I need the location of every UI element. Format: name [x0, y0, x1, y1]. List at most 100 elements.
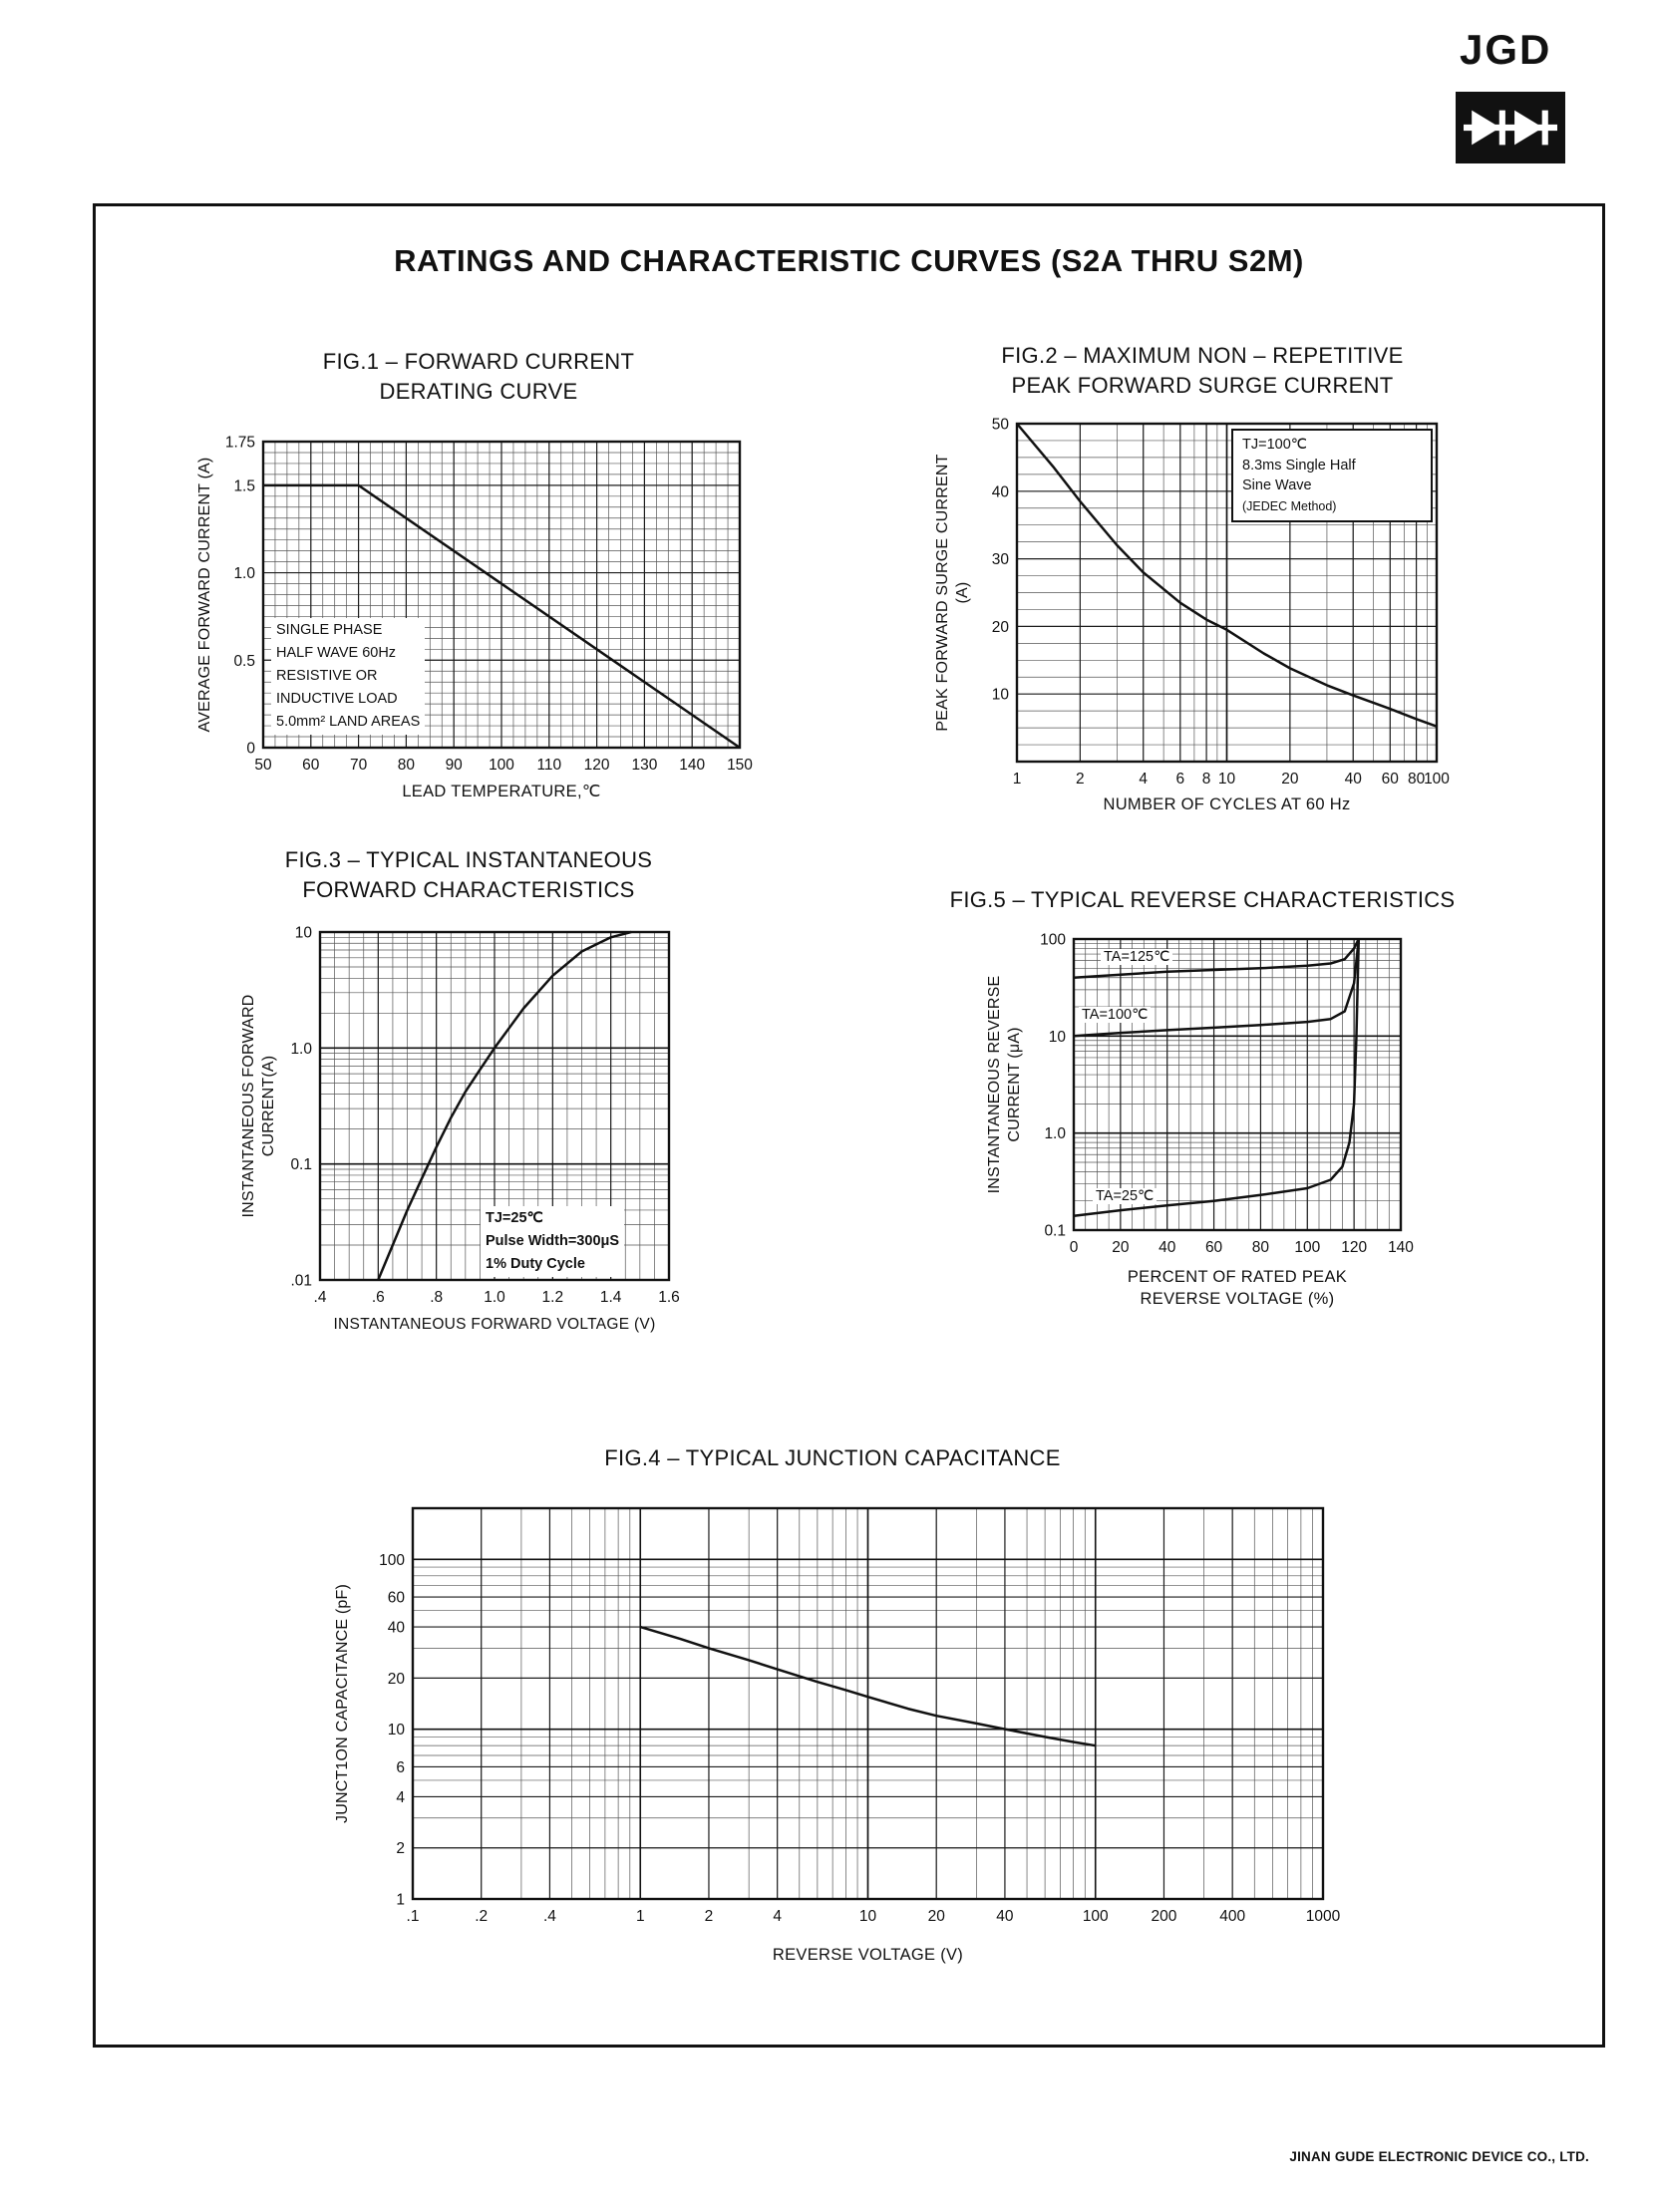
- fig4-chart: .1 .2 .4 1 2 4 10 20 40 100 200 400 1000 1 2 4 6 10 20 40 60…: [379, 1506, 1341, 1925]
- svg-text:0.1: 0.1: [290, 1156, 312, 1173]
- fig2-caption-line2: PEAK FORWARD SURGE CURRENT: [1011, 373, 1394, 398]
- page-title: RATINGS AND CHARACTERISTIC CURVES (S2A T…: [394, 243, 1304, 278]
- svg-text:30: 30: [992, 551, 1010, 568]
- note-line: INDUCTIVE LOAD: [276, 691, 398, 707]
- svg-text:6: 6: [396, 1759, 405, 1776]
- svg-text:1000: 1000: [1306, 1908, 1341, 1925]
- svg-text:10: 10: [859, 1908, 877, 1925]
- content-border-box: [93, 203, 1605, 2048]
- svg-text:2: 2: [1076, 771, 1085, 788]
- svg-text:2: 2: [705, 1908, 714, 1925]
- svg-text:1.0: 1.0: [290, 1041, 312, 1058]
- svg-text:10: 10: [1218, 771, 1236, 788]
- jgd-logo-icon: [1456, 92, 1565, 163]
- svg-text:130: 130: [631, 757, 657, 774]
- forward-current-derating: [263, 483, 741, 750]
- svg-text:.4: .4: [543, 1908, 556, 1925]
- fig3-caption-line2: FORWARD CHARACTERISTICS: [302, 877, 635, 902]
- svg-text:.01: .01: [290, 1273, 312, 1290]
- svg-text:50: 50: [992, 417, 1010, 434]
- svg-text:140: 140: [679, 757, 705, 774]
- forward-voltage-current: [377, 930, 632, 1281]
- svg-text:20: 20: [388, 1671, 406, 1688]
- reverse-current-125C: [1073, 938, 1360, 979]
- svg-text:4: 4: [396, 1789, 405, 1806]
- svg-text:1: 1: [636, 1908, 645, 1925]
- fig5-curve-label-25C: TA=25℃: [1093, 1188, 1158, 1204]
- svg-text:40: 40: [992, 483, 1010, 500]
- note-line: 1% Duty Cycle: [486, 1256, 585, 1272]
- fig5-chart: 0 20 40 60 80 100 120 140 0.1 1.0 10 100: [1040, 932, 1414, 1257]
- svg-text:20: 20: [1281, 771, 1299, 788]
- svg-text:40: 40: [1158, 1239, 1176, 1256]
- note-line: RESISTIVE OR: [276, 668, 378, 684]
- fig1-caption-line1: FIG.1 – FORWARD CURRENT: [322, 349, 635, 374]
- axis-label-line: REVERSE VOLTAGE (%): [1140, 1290, 1335, 1308]
- fig5-curve-label-100C: TA=100℃: [1079, 1007, 1152, 1023]
- fig5-curve-label-125C: TA=125℃: [1101, 949, 1173, 965]
- axis-label-line: INSTANTANEOUS REVERSE: [986, 975, 1003, 1194]
- svg-text:.6: .6: [372, 1289, 385, 1306]
- fig3-conditions-note: TJ=25℃ Pulse Width=300μS 1% Duty Cycle: [481, 1206, 625, 1277]
- jgd-logo-text: JGD: [1460, 26, 1552, 73]
- svg-text:1.6: 1.6: [658, 1289, 680, 1306]
- svg-text:100: 100: [489, 757, 514, 774]
- note-line: 5.0mm² LAND AREAS: [276, 714, 421, 730]
- junction-capacitance: [639, 1625, 1097, 1747]
- svg-text:1.0: 1.0: [233, 565, 255, 582]
- svg-text:20: 20: [928, 1908, 946, 1925]
- fig3-chart: .4 .6 .8 1.0 1.2 1.4 1.6 .01 0.1 1.0 10: [290, 925, 680, 1307]
- svg-text:.8: .8: [430, 1289, 443, 1306]
- svg-text:.4: .4: [314, 1289, 327, 1306]
- fig1-x-axis-label: LEAD TEMPERATURE,℃: [402, 783, 601, 800]
- svg-text:80: 80: [1252, 1239, 1270, 1256]
- note-line: Pulse Width=300μS: [486, 1233, 620, 1249]
- svg-text:140: 140: [1388, 1239, 1414, 1256]
- note-line: TJ=25℃: [486, 1210, 543, 1226]
- svg-text:50: 50: [254, 757, 272, 774]
- svg-text:10: 10: [295, 925, 313, 942]
- svg-text:100: 100: [1424, 771, 1450, 788]
- reverse-current-25C: [1073, 938, 1361, 1218]
- svg-text:10: 10: [388, 1722, 406, 1738]
- svg-text:60: 60: [1205, 1239, 1223, 1256]
- note-line: 8.3ms Single Half: [1242, 457, 1356, 474]
- svg-text:100: 100: [1083, 1908, 1109, 1925]
- fig4-x-axis-label: REVERSE VOLTAGE (V): [772, 1946, 964, 1964]
- svg-text:.2: .2: [475, 1908, 488, 1925]
- note-line: Sine Wave: [1242, 477, 1312, 493]
- axis-label-line: PERCENT OF RATED PEAK: [1127, 1268, 1348, 1286]
- company-footer: JINAN GUDE ELECTRONIC DEVICE CO., LTD.: [1289, 2149, 1589, 2164]
- svg-text:10: 10: [992, 687, 1010, 704]
- svg-text:110: 110: [536, 757, 561, 774]
- svg-text:1: 1: [1013, 771, 1022, 788]
- svg-text:4: 4: [1139, 771, 1148, 788]
- note-line: TJ=100℃: [1242, 437, 1308, 453]
- svg-text:40: 40: [996, 1908, 1014, 1925]
- svg-text:1.5: 1.5: [233, 477, 255, 494]
- svg-text:60: 60: [1382, 771, 1400, 788]
- fig3-x-axis-label: INSTANTANEOUS FORWARD VOLTAGE (V): [333, 1316, 656, 1333]
- diode-symbol-icon: [1464, 110, 1557, 146]
- svg-text:.1: .1: [407, 1908, 420, 1925]
- reverse-current-100C: [1073, 938, 1361, 1038]
- svg-text:40: 40: [1345, 771, 1363, 788]
- svg-text:10: 10: [1049, 1029, 1067, 1046]
- fig1-caption-line2: DERATING CURVE: [379, 379, 578, 404]
- svg-text:150: 150: [727, 757, 753, 774]
- svg-text:400: 400: [1219, 1908, 1245, 1925]
- svg-text:4: 4: [773, 1908, 782, 1925]
- svg-text:100: 100: [1294, 1239, 1320, 1256]
- note-line: (JEDEC Method): [1242, 498, 1337, 513]
- svg-text:8: 8: [1202, 771, 1211, 788]
- fig5-x-axis-label: PERCENT OF RATED PEAK REVERSE VOLTAGE (%…: [1074, 1266, 1401, 1310]
- svg-text:1.4: 1.4: [600, 1289, 622, 1306]
- svg-text:60: 60: [388, 1590, 406, 1607]
- surge-current: [1016, 423, 1438, 728]
- svg-text:1.0: 1.0: [484, 1289, 505, 1306]
- svg-text:200: 200: [1152, 1908, 1177, 1925]
- fig3-caption-line1: FIG.3 – TYPICAL INSTANTANEOUS: [284, 847, 653, 872]
- fig1-conditions-note: SINGLE PHASE HALF WAVE 60Hz RESISTIVE OR…: [271, 618, 426, 735]
